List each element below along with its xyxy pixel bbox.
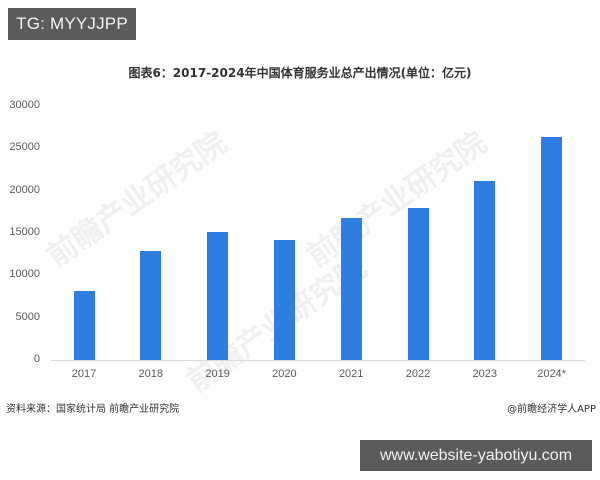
bar-2023: [474, 180, 496, 360]
bar-2020: [273, 240, 295, 360]
watermark: 前瞻产业研究院: [40, 125, 234, 275]
x-axis-line: [51, 360, 585, 361]
y-tick-label: 25000: [9, 141, 40, 154]
y-tick-label: 20000: [9, 183, 40, 196]
bar-2019: [207, 232, 229, 360]
credit-note: @前瞻经济学人APP: [507, 404, 596, 415]
chart-title: 图表6：2017-2024年中国体育服务业总产出情况(单位：亿元): [128, 66, 472, 80]
x-tick-label: 2023: [472, 368, 498, 380]
x-tick-label: 2022: [405, 368, 431, 380]
tg-badge: TG: MYYJJPP: [8, 8, 136, 40]
x-tick-label: 2018: [138, 368, 164, 380]
y-tick-label: 15000: [9, 226, 40, 238]
x-tick-label: 2019: [205, 368, 230, 380]
x-tick-label: 2024*: [537, 368, 566, 380]
x-tick-label: 2020: [272, 368, 297, 380]
site-badge: www.website-yabotiyu.com: [360, 440, 592, 471]
bar-2022: [407, 208, 429, 360]
y-tick-label: 0: [33, 353, 40, 365]
y-tick-label: 5000: [15, 310, 40, 323]
source-note: 资料来源：国家统计局 前瞻产业研究院: [6, 404, 180, 415]
y-tick-label: 30000: [9, 99, 40, 111]
watermark: 前瞻产业研究院: [300, 125, 494, 275]
bar-2024: [541, 137, 563, 360]
bar-2018: [140, 251, 162, 360]
bar-2021: [340, 217, 362, 360]
y-tick-label: 10000: [9, 268, 40, 281]
x-tick-label: 2021: [338, 368, 364, 380]
bar-2017: [73, 291, 95, 360]
x-tick-label: 2017: [71, 368, 97, 380]
